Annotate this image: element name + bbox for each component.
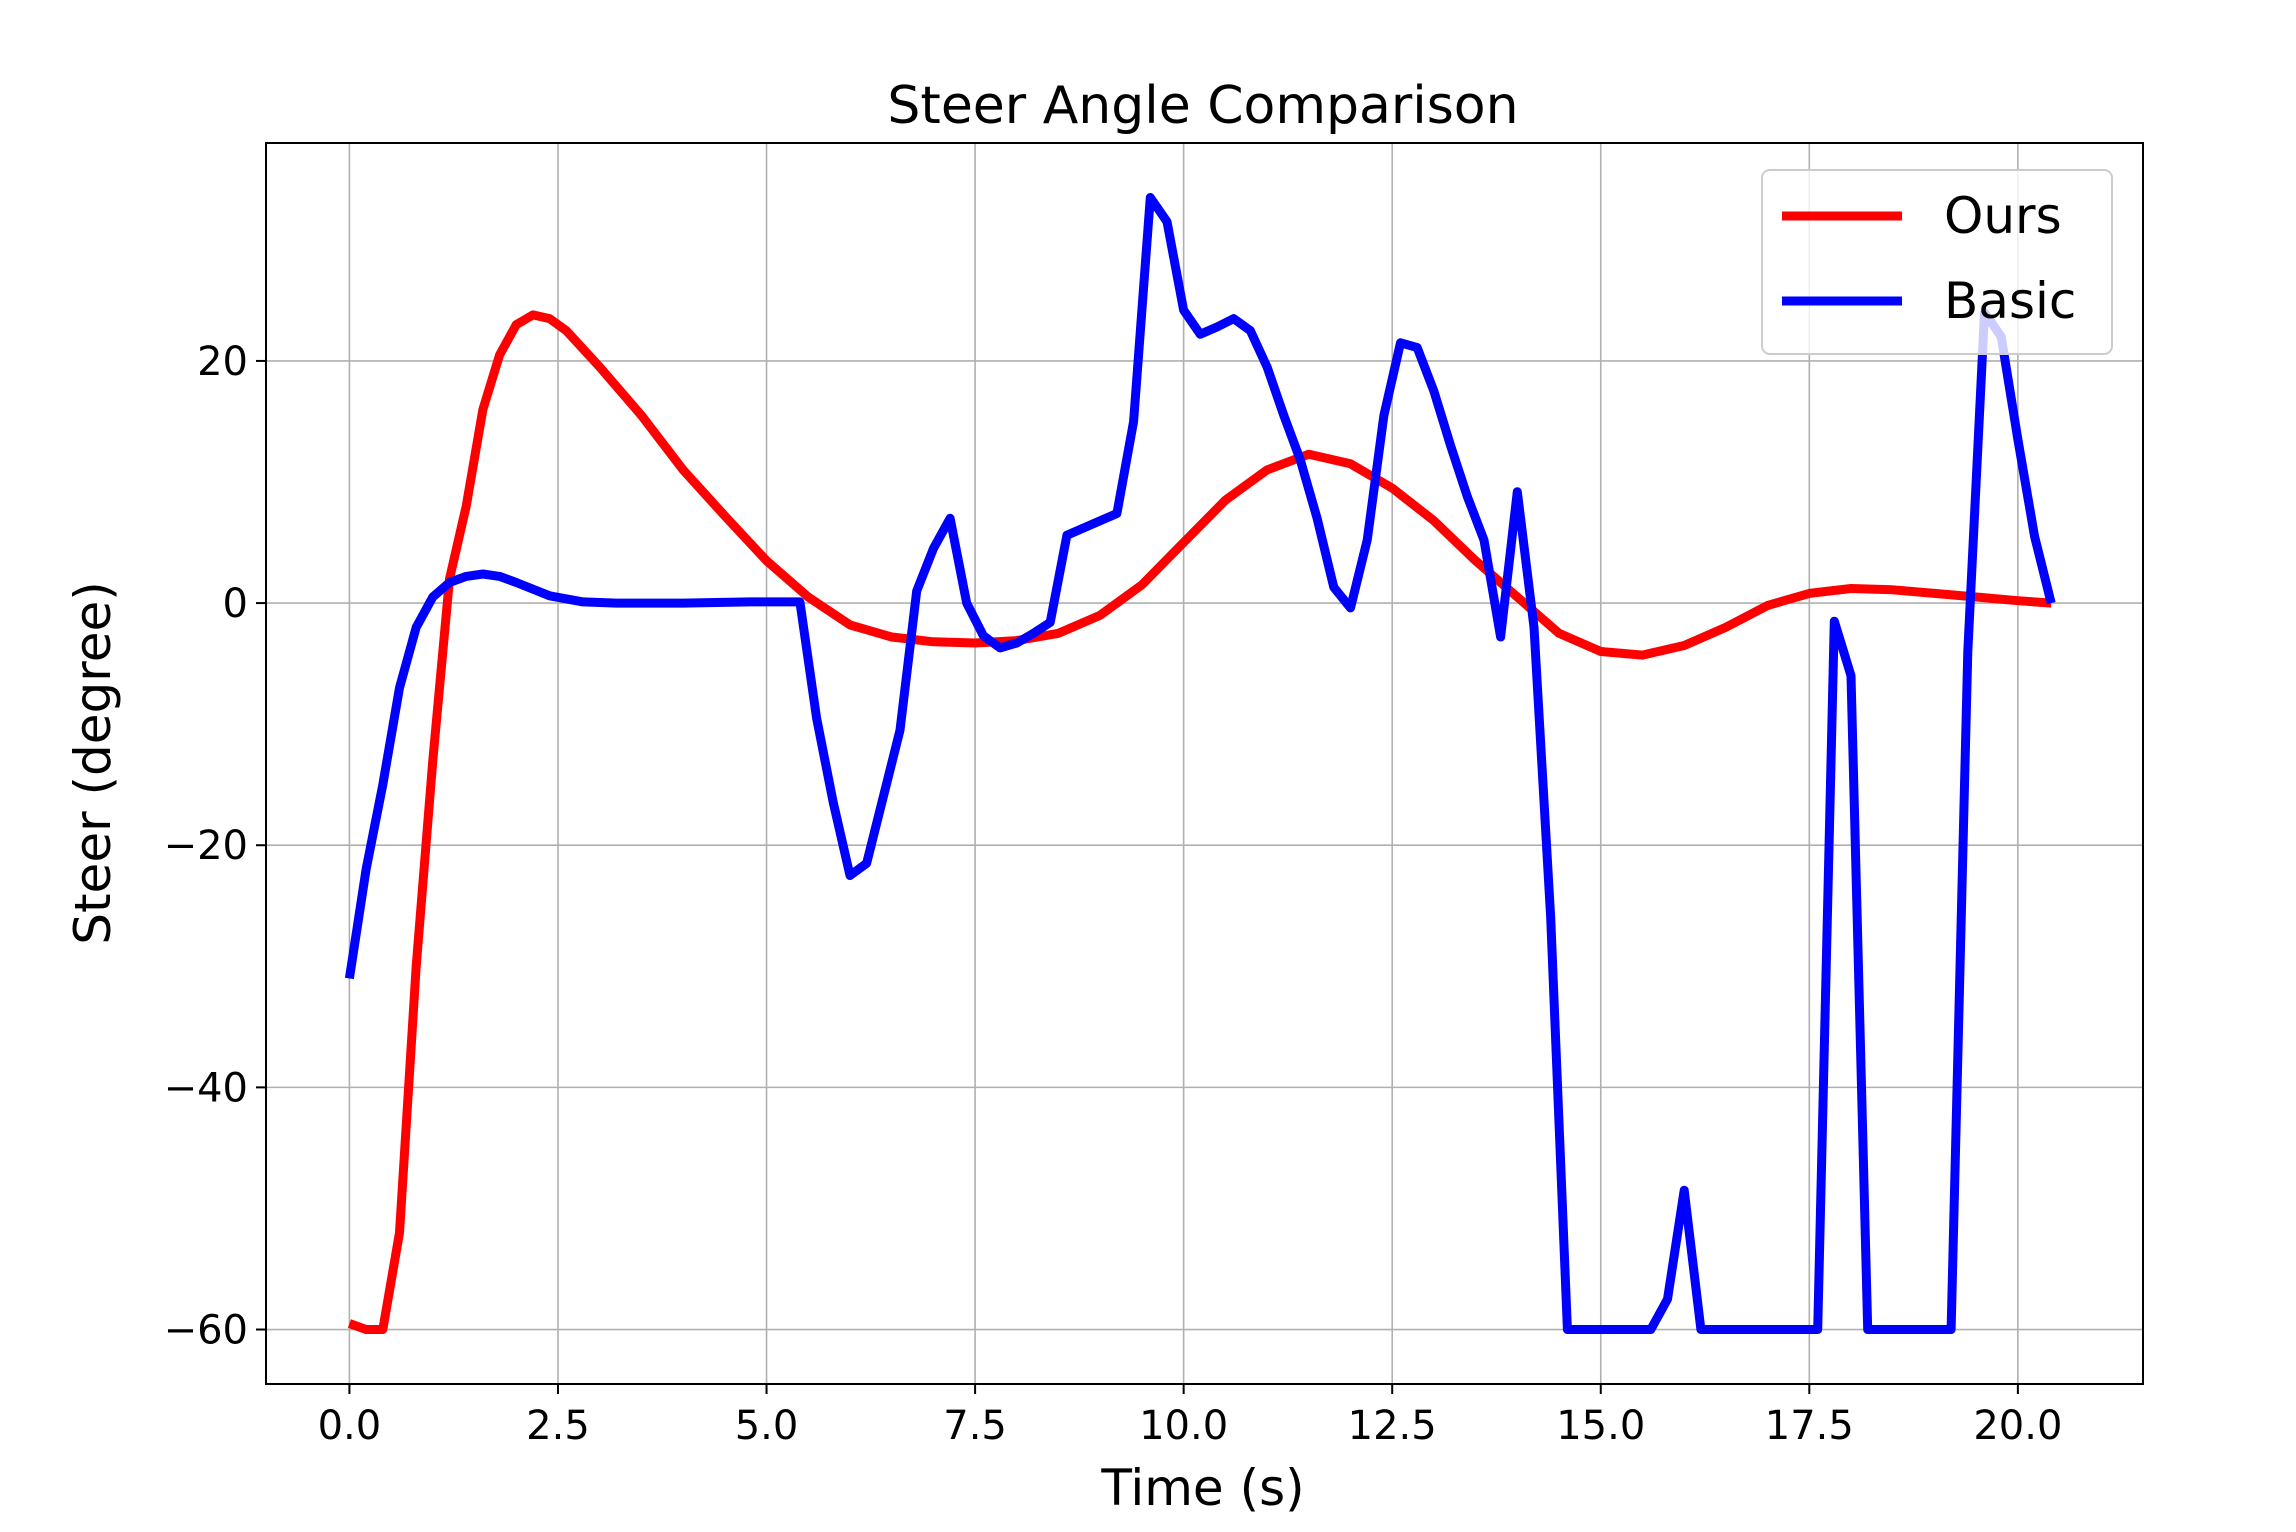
x-tick-label: 15.0 [1556, 1403, 1645, 1449]
legend-label-basic: Basic [1944, 272, 2076, 330]
axis-ticks: 0.0 2.5 5.0 7.5 10.0 12.5 15.0 17.5 20.0 −60 −40 −2… [164, 339, 2063, 1449]
series-lines [344, 193, 2056, 1334]
y-tick-label: −20 [164, 823, 248, 869]
x-tick-label: 10.0 [1139, 1403, 1228, 1449]
x-tick-label: 2.5 [526, 1403, 590, 1449]
x-axis-label: Time (s) [1100, 1459, 1304, 1517]
x-tick-label: 7.5 [943, 1403, 1007, 1449]
plot-area-frame [265, 142, 2144, 1385]
x-tick-label: 5.0 [735, 1403, 799, 1449]
x-tick-label: 17.5 [1765, 1403, 1854, 1449]
series-line-basic [344, 193, 2056, 1334]
legend: Ours Basic [1761, 169, 2113, 355]
x-tick-label: 0.0 [318, 1403, 382, 1449]
legend-label-ours: Ours [1944, 187, 2062, 245]
y-tick-label: −60 [164, 1308, 248, 1354]
x-tick-label: 20.0 [1973, 1403, 2062, 1449]
chart-title: Steer Angle Comparison [887, 76, 1518, 136]
x-tick-label: 12.5 [1348, 1403, 1437, 1449]
y-axis-label: Steer (degree) [64, 581, 122, 945]
y-tick-label: 20 [197, 339, 248, 385]
y-tick-label: −40 [164, 1065, 248, 1111]
y-tick-label: 0 [223, 581, 248, 627]
